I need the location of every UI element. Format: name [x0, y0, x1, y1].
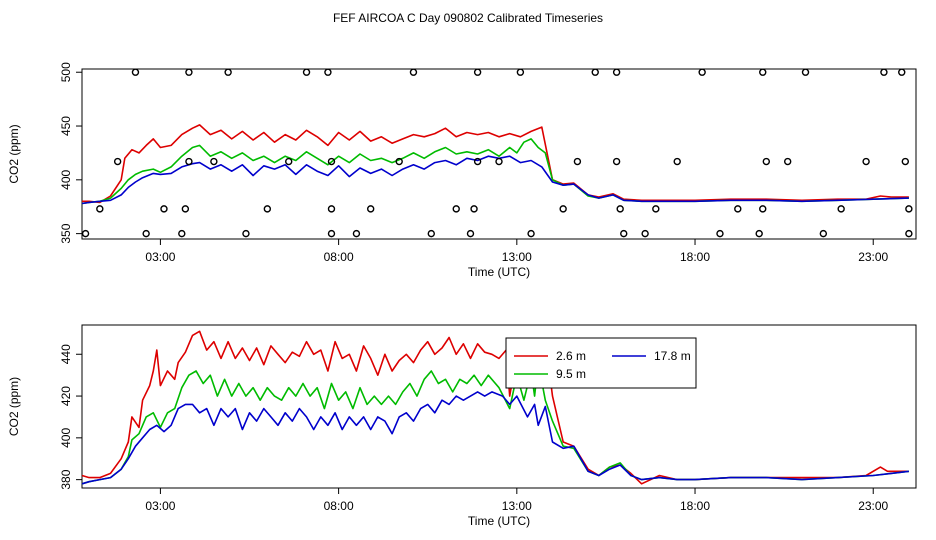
data-point — [559, 205, 567, 213]
plot-frame — [81, 324, 917, 489]
data-point — [527, 229, 535, 238]
legend-label: 9.5 m — [556, 367, 586, 381]
series-17-8m — [81, 155, 909, 205]
data-point — [452, 205, 460, 213]
data-point — [801, 68, 810, 76]
data-point — [762, 157, 771, 166]
data-point — [573, 157, 582, 166]
data-point — [96, 205, 104, 213]
chart-title: FEF AIRCOA C Day 090802 Calibrated Times… — [333, 11, 603, 25]
y-tick-label: 400 — [59, 428, 73, 448]
data-point — [242, 229, 250, 238]
x-tick-label: 08:00 — [324, 250, 354, 264]
y-axis-label: CO2 (ppm) — [7, 377, 21, 436]
legend-box — [505, 337, 697, 389]
x-tick-label: 13:00 — [502, 250, 532, 264]
data-point — [783, 157, 792, 166]
data-point — [641, 229, 649, 238]
y-tick-label: 420 — [59, 386, 73, 406]
x-tick-label: 03:00 — [145, 250, 175, 264]
data-point — [327, 205, 336, 213]
x-tick-label: 23:00 — [858, 499, 888, 513]
x-tick-label: 18:00 — [680, 499, 710, 513]
data-point — [263, 205, 272, 213]
data-point — [178, 229, 186, 238]
data-point — [901, 157, 910, 166]
data-point — [427, 229, 435, 238]
series-17-8m — [81, 391, 909, 485]
data-point — [142, 229, 150, 238]
x-tick-label: 08:00 — [324, 499, 354, 513]
data-point — [673, 157, 681, 166]
x-tick-label: 23:00 — [858, 250, 888, 264]
data-point — [466, 229, 475, 238]
data-point — [81, 229, 90, 238]
series-9-5m — [81, 361, 909, 485]
data-point — [409, 68, 418, 76]
x-axis-label: Time (UTC) — [468, 265, 530, 279]
data-point — [366, 205, 375, 213]
data-point — [495, 157, 503, 166]
x-axis-label: Time (UTC) — [468, 514, 530, 528]
data-point — [473, 68, 482, 76]
data-point — [181, 205, 190, 213]
data-point — [473, 157, 482, 166]
data-point — [113, 157, 122, 166]
data-point — [516, 68, 525, 76]
data-point — [185, 157, 193, 166]
data-point — [327, 157, 336, 166]
data-point — [759, 205, 767, 213]
series-2-6m — [81, 330, 909, 485]
data-point — [612, 157, 621, 166]
data-point — [698, 68, 706, 76]
data-point — [612, 68, 621, 76]
data-point — [210, 157, 218, 166]
y-tick-label: 500 — [59, 62, 73, 82]
data-point — [837, 205, 845, 213]
data-point — [302, 68, 311, 76]
data-point — [185, 68, 193, 76]
data-point — [716, 229, 724, 238]
plot-frame — [81, 68, 917, 240]
data-point — [880, 68, 888, 76]
y-tick-label: 350 — [59, 223, 73, 243]
data-point — [819, 229, 828, 238]
y-tick-label: 440 — [59, 344, 73, 364]
legend-label: 2.6 m — [556, 349, 586, 363]
series-9-5m — [81, 138, 909, 205]
y-tick-label: 380 — [59, 469, 73, 489]
data-point — [734, 205, 742, 213]
x-tick-label: 18:00 — [680, 250, 710, 264]
data-point — [352, 229, 361, 238]
data-point — [395, 157, 403, 166]
data-point — [591, 68, 599, 76]
legend-label: 17.8 m — [654, 349, 691, 363]
y-tick-label: 400 — [59, 169, 73, 189]
data-point — [862, 157, 870, 166]
data-point — [131, 68, 140, 76]
data-point — [324, 68, 332, 76]
y-axis-label: CO2 (ppm) — [7, 124, 21, 183]
x-tick-label: 03:00 — [145, 499, 175, 513]
data-point — [616, 205, 624, 213]
top-panel: 03:00 08:00 13:00 18:00 23:00 350 400 450 500 Tim… — [7, 62, 917, 279]
data-point — [905, 205, 913, 213]
bottom-panel: 03:00 08:00 13:00 18:00 23:00 380 400 420 440 Tim… — [7, 324, 917, 528]
data-point — [327, 229, 336, 238]
data-point — [898, 68, 906, 76]
data-point — [160, 205, 168, 213]
y-tick-label: 450 — [59, 116, 73, 136]
legend: 2.6 m 9.5 m 17.8 m — [505, 337, 697, 389]
data-point — [652, 205, 660, 213]
data-point — [759, 68, 767, 76]
series-2-6m — [82, 124, 909, 204]
data-point — [285, 157, 293, 166]
data-point — [755, 229, 763, 238]
data-point — [470, 205, 478, 213]
data-point — [905, 229, 913, 238]
data-point — [224, 68, 232, 76]
data-point — [620, 229, 628, 238]
x-tick-label: 13:00 — [502, 499, 532, 513]
